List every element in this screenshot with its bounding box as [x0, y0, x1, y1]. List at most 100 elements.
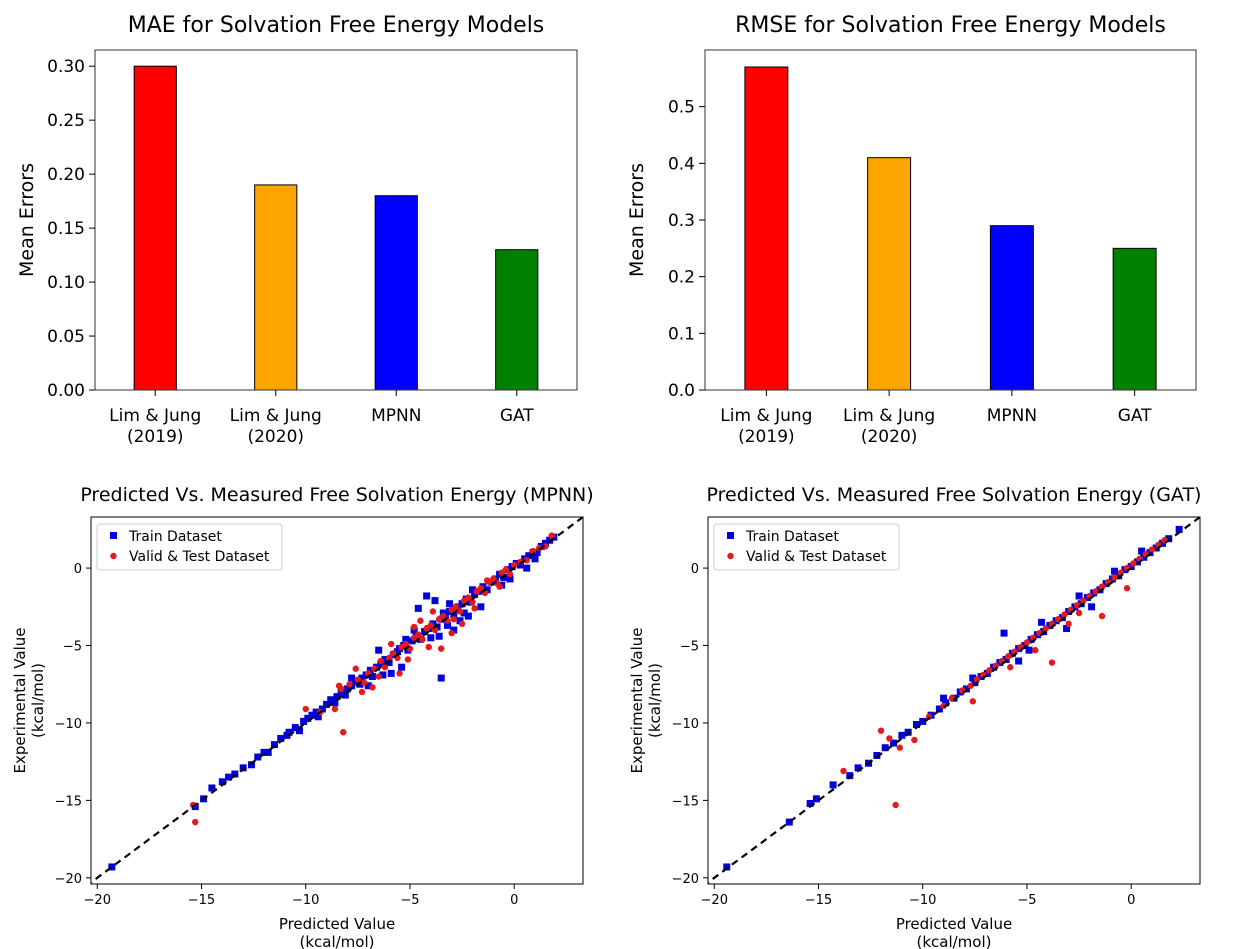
train-point [295, 727, 303, 735]
valid-point [438, 645, 445, 652]
y-tick-label: 0.0 [668, 381, 695, 401]
valid-point [969, 698, 976, 705]
valid-point [471, 605, 478, 612]
train-point [260, 748, 268, 756]
y-tick-label: 0.2 [668, 268, 695, 288]
x-tick-label: −5 [400, 893, 419, 908]
x-tick-label: (2019) [127, 427, 184, 447]
legend: Train Dataset Valid & Test Dataset [713, 523, 900, 571]
train-point [323, 700, 331, 708]
train-point [248, 761, 256, 769]
valid-point [404, 656, 412, 663]
train-point [940, 694, 948, 702]
valid-point [477, 585, 485, 592]
train-point [785, 818, 793, 826]
legend-marker-train [727, 532, 734, 539]
x-tick-label: −15 [188, 893, 215, 908]
y-tick-label: −20 [55, 872, 82, 887]
train-point [366, 666, 374, 674]
mae-bar-chart: MAE for Solvation Free Energy Models 0.00… [16, 13, 578, 447]
bar [744, 66, 789, 391]
mpnn-scatter-plot: Predicted Vs. Measured Free Solvation En… [11, 484, 594, 949]
bar [989, 225, 1034, 391]
train-point [314, 713, 322, 721]
train-point [898, 731, 906, 739]
plot-frame [94, 49, 578, 391]
valid-point [1111, 574, 1118, 581]
y-tick-label: 0.3 [668, 211, 695, 231]
train-point [341, 691, 349, 699]
valid-point [967, 682, 974, 689]
train-point [318, 705, 326, 713]
valid-point [331, 705, 339, 713]
train-point [421, 628, 429, 636]
train-point [285, 728, 293, 736]
train-point [1146, 549, 1154, 557]
valid-point [1032, 646, 1039, 654]
train-point [1088, 603, 1096, 611]
y-tick-label: 0.30 [47, 57, 85, 77]
train-point [500, 573, 508, 581]
train-point [356, 680, 364, 688]
valid-point [490, 575, 497, 583]
y-tick-label: 0.5 [668, 98, 695, 118]
train-point [423, 592, 431, 600]
train-point [1152, 544, 1160, 552]
legend-marker-train [110, 532, 117, 539]
valid-point [973, 676, 981, 683]
valid-point [335, 682, 343, 689]
x-tick-label: (2020) [247, 427, 304, 447]
x-tick-label: (2019) [738, 427, 795, 447]
plot-frame [90, 516, 584, 885]
train-point [890, 739, 898, 747]
train-point [523, 564, 531, 572]
legend-marker-valid [110, 552, 117, 560]
plot-area [91, 517, 583, 884]
valid-point [390, 650, 397, 657]
train-point [525, 552, 533, 560]
legend-label-train: Train Dataset [745, 529, 839, 545]
train-point [225, 773, 233, 781]
y-axis-label: Experimental Value [628, 628, 646, 774]
train-point [387, 669, 395, 677]
train-point [443, 621, 451, 629]
legend-label-valid: Valid & Test Dataset [129, 549, 270, 565]
valid-point [502, 566, 510, 573]
train-point [464, 612, 472, 620]
train-point [348, 674, 356, 682]
valid-point [1123, 585, 1131, 592]
valid-point [360, 679, 368, 686]
train-point [1165, 535, 1173, 543]
train-point [379, 671, 387, 679]
train-point [333, 693, 341, 701]
y-axis-label: Mean Errors [626, 163, 648, 277]
train-point [1127, 563, 1135, 571]
train-point [450, 626, 458, 634]
valid-point [542, 543, 549, 550]
train-point [546, 536, 554, 544]
train-point [277, 734, 285, 742]
train-point [471, 590, 479, 598]
y-tick-label: 0.25 [47, 111, 85, 131]
valid-point [911, 736, 918, 744]
train-point [431, 597, 439, 605]
train-point [408, 637, 416, 645]
train-point [254, 753, 262, 761]
train-point [469, 586, 477, 594]
x-axis-label: (kcal/mol) [299, 933, 374, 949]
y-tick-label: −15 [55, 794, 82, 809]
train-point [533, 549, 541, 557]
train-point [375, 646, 383, 654]
train-point [208, 784, 216, 792]
train-point [343, 685, 351, 693]
train-point [1025, 646, 1033, 654]
valid-point [456, 608, 464, 615]
train-point [912, 721, 920, 729]
train-point [108, 863, 116, 871]
y-tick-label: −10 [672, 717, 699, 732]
x-tick-label: MPNN [987, 406, 1037, 426]
legend-box [96, 523, 283, 571]
valid-point [496, 583, 503, 590]
train-point [904, 728, 912, 736]
train-point [231, 770, 239, 778]
